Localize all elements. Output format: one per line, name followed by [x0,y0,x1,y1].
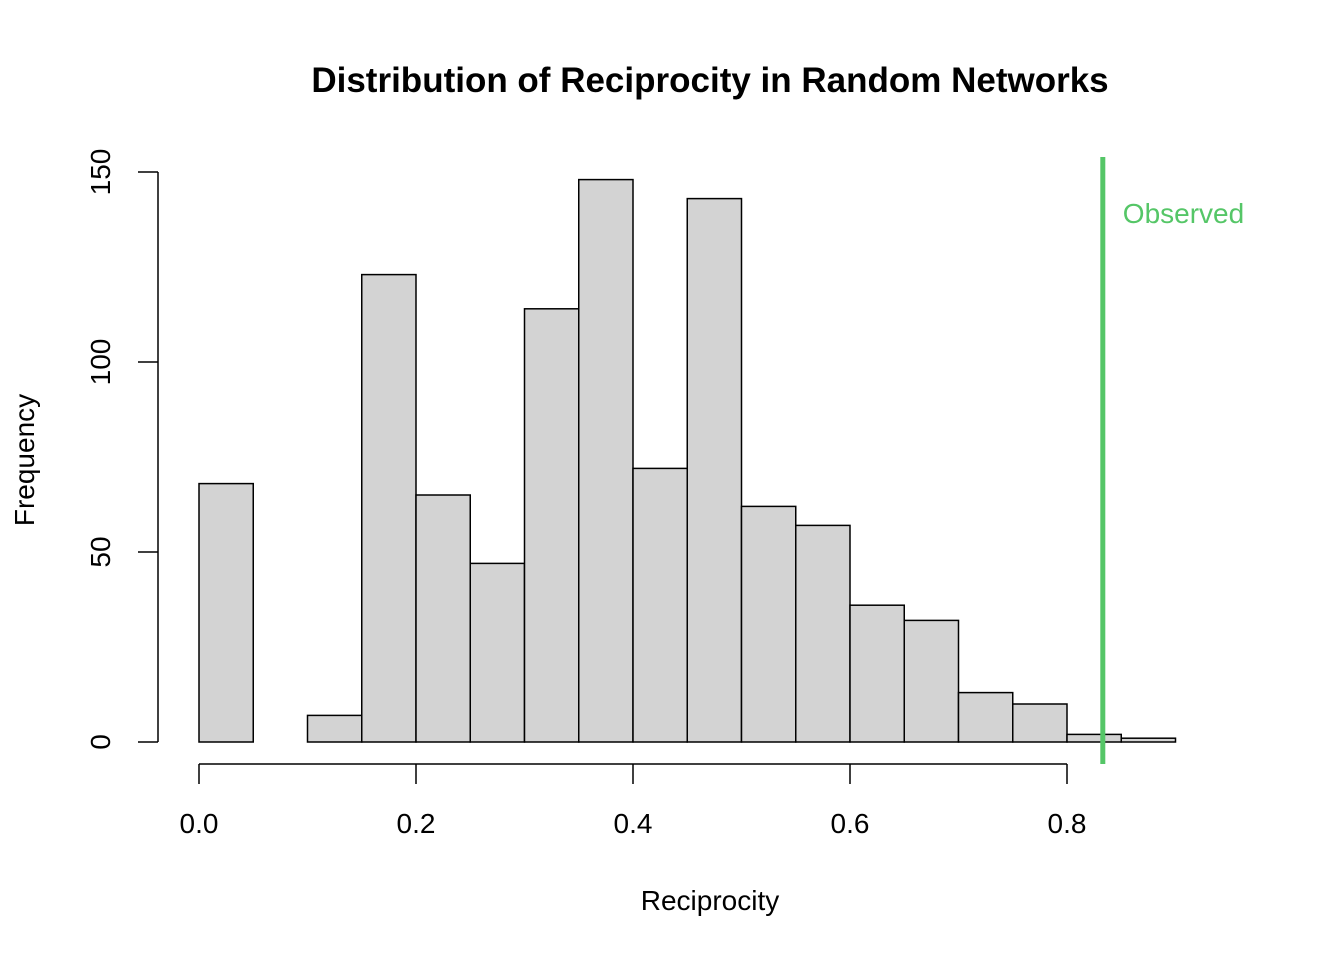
histogram-bar [415,494,471,743]
histogram-bar [1066,733,1122,743]
y-tick-label: 0 [85,734,116,750]
x-tick-label: 0.4 [614,808,653,839]
y-tick-label: 150 [85,149,116,196]
x-tick-label: 0.2 [397,808,436,839]
histogram-bar [578,178,634,743]
y-tick-label: 50 [85,536,116,567]
x-tick-label: 0.0 [180,808,219,839]
histogram-bar [198,482,254,743]
histogram-bar [469,562,526,743]
histogram-bar [795,524,851,743]
y-axis-label: Frequency [9,394,40,526]
histogram-bar [740,505,797,743]
observed-label: Observed [1123,198,1244,229]
x-tick-label: 0.8 [1048,808,1087,839]
x-axis: 0.0 0.2 0.4 0.6 0.8 [180,763,1087,839]
x-axis-label: Reciprocity [641,885,779,916]
histogram-bar [361,273,417,743]
histogram-bar [632,467,688,743]
y-axis: 0 50 100 150 [85,149,159,750]
histogram-bar [903,619,960,743]
histogram-bar [1120,737,1177,743]
x-tick-label: 0.6 [831,808,870,839]
histogram-bar [849,604,905,743]
histogram-bar [523,308,580,743]
histogram-bar [957,691,1014,743]
histogram-bar [686,197,743,743]
histogram-bar [1012,703,1068,743]
histogram-bar [306,714,363,743]
chart-title: Distribution of Reciprocity in Random Ne… [311,61,1108,100]
y-tick-label: 100 [85,339,116,386]
